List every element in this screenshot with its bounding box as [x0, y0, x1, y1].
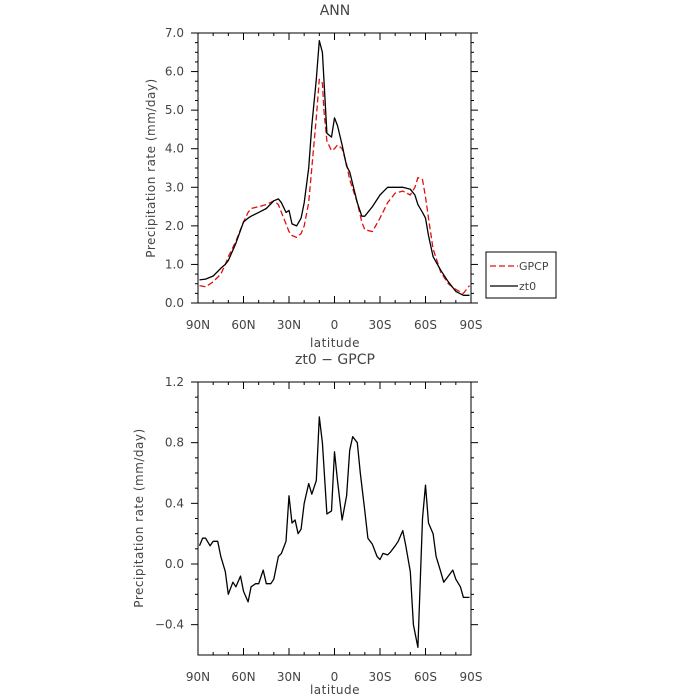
x-tick-label: 30N: [277, 318, 301, 332]
series-layer: [198, 416, 470, 649]
series-layer: [199, 40, 471, 296]
y-tick-label: 0.0: [165, 557, 184, 571]
y-tick-label: 4.0: [165, 142, 184, 156]
y-tick-label: 1.0: [165, 257, 184, 271]
x-tick-label: 0: [331, 318, 339, 332]
x-axis-title: latitude: [310, 336, 360, 350]
mean-precipitation-chart: ANN 90N 60N 30N 0 30S 60S 90S 0.0 1.0 2.0 3.0 4.0 5…: [144, 3, 557, 350]
y-axis: 0.0 1.0 2.0 3.0 4.0 5.0 6.0 7.0: [165, 26, 478, 310]
y-axis-title: Precipitation rate (mm/day): [132, 428, 146, 607]
y-tick-label: 5.0: [165, 103, 184, 117]
y-tick-label: 0.0: [165, 296, 184, 310]
difference-chart: zt0 − GPCP 90N 60N 30N 0 30S 60S 90S −0.4 0.0 0.…: [132, 352, 482, 697]
x-tick-label: 30N: [277, 670, 301, 684]
y-tick-label: 7.0: [165, 26, 184, 40]
x-tick-label: 30S: [369, 670, 392, 684]
plot-frame: [197, 32, 472, 304]
x-tick-label: 60N: [231, 670, 255, 684]
plot-frame: [197, 381, 472, 656]
x-tick-label: 90S: [460, 670, 483, 684]
x-tick-label: 90N: [186, 318, 210, 332]
y-tick-label: 2.0: [165, 219, 184, 233]
x-tick-label: 60S: [414, 318, 437, 332]
x-tick-label: 60N: [231, 318, 255, 332]
x-axis: 90N 60N 30N 0 30S 60S 90S: [186, 33, 483, 332]
series-line-zt0: [199, 40, 470, 296]
y-tick-label: −0.4: [155, 618, 184, 632]
x-tick-label: 90N: [186, 670, 210, 684]
y-tick-label: 3.0: [165, 180, 184, 194]
series-line-gpcp: [199, 78, 471, 295]
y-tick-label: 0.4: [165, 496, 184, 510]
y-axis: −0.4 0.0 0.4 0.8 1.2: [155, 375, 478, 632]
x-axis-title: latitude: [310, 683, 360, 697]
legend: GPCP zt0: [485, 251, 557, 299]
y-tick-label: 1.2: [165, 375, 184, 389]
chart-title: zt0 − GPCP: [295, 352, 375, 368]
y-axis-title: Precipitation rate (mm/day): [144, 78, 158, 257]
legend-box: [485, 251, 557, 299]
x-tick-label: 0: [331, 670, 339, 684]
legend-label-gpcp: GPCP: [519, 260, 549, 273]
y-tick-label: 0.8: [165, 436, 184, 450]
y-tick-label: 6.0: [165, 65, 184, 79]
x-axis: 90N 60N 30N 0 30S 60S 90S: [186, 382, 483, 684]
x-tick-label: 30S: [369, 318, 392, 332]
x-tick-label: 90S: [460, 318, 483, 332]
legend-label-zt0: zt0: [519, 280, 536, 293]
x-tick-label: 60S: [414, 670, 437, 684]
series-line-diff-0: [198, 416, 470, 649]
chart-title: ANN: [320, 3, 351, 19]
